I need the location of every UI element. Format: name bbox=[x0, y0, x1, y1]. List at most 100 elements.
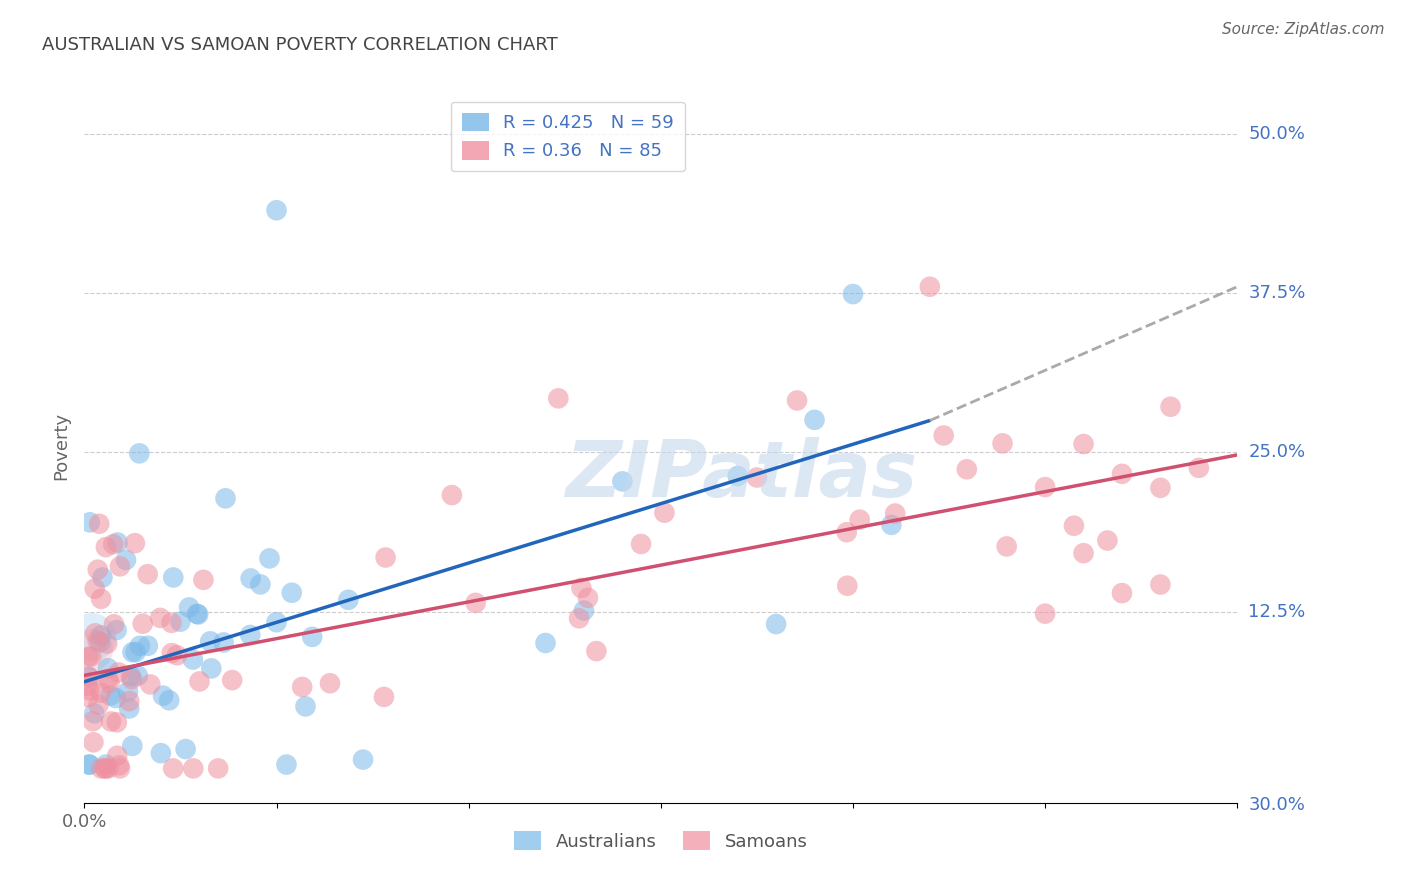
Point bbox=[848, 513, 870, 527]
Point bbox=[1149, 577, 1171, 591]
Point bbox=[765, 617, 787, 632]
Point bbox=[90, 628, 112, 642]
Point bbox=[160, 646, 183, 660]
Point bbox=[97, 672, 120, 686]
Point bbox=[160, 615, 183, 630]
Point bbox=[139, 677, 162, 691]
Point bbox=[547, 392, 569, 406]
Point bbox=[294, 699, 316, 714]
Point bbox=[1033, 480, 1056, 494]
Point bbox=[281, 586, 304, 600]
Point bbox=[105, 748, 128, 763]
Point bbox=[1097, 533, 1119, 548]
Point bbox=[162, 761, 184, 775]
Text: 37.5%: 37.5% bbox=[1249, 284, 1306, 302]
Point bbox=[118, 701, 141, 715]
Point bbox=[373, 690, 395, 704]
Point bbox=[90, 591, 112, 606]
Point bbox=[352, 753, 374, 767]
Point bbox=[181, 761, 204, 775]
Point bbox=[94, 757, 117, 772]
Point bbox=[1160, 400, 1182, 414]
Point bbox=[86, 633, 108, 648]
Text: 30.0%: 30.0% bbox=[1249, 796, 1305, 814]
Point bbox=[918, 279, 941, 293]
Point bbox=[90, 761, 112, 775]
Point bbox=[301, 630, 323, 644]
Point bbox=[128, 639, 150, 653]
Point bbox=[181, 652, 204, 666]
Point bbox=[1188, 461, 1211, 475]
Point bbox=[90, 686, 112, 700]
Point bbox=[991, 436, 1014, 450]
Point bbox=[89, 635, 111, 649]
Point bbox=[1073, 546, 1095, 560]
Legend: Australians, Samoans: Australians, Samoans bbox=[506, 824, 815, 858]
Point bbox=[97, 761, 120, 775]
Point bbox=[1033, 607, 1056, 621]
Point bbox=[169, 615, 191, 629]
Text: ZIPatlas: ZIPatlas bbox=[565, 436, 918, 513]
Point bbox=[1111, 586, 1133, 600]
Point bbox=[124, 645, 146, 659]
Point bbox=[105, 623, 128, 637]
Point bbox=[77, 690, 100, 705]
Point bbox=[842, 287, 865, 301]
Point bbox=[200, 661, 222, 675]
Point bbox=[654, 506, 676, 520]
Point bbox=[745, 470, 768, 484]
Point bbox=[83, 582, 105, 596]
Point bbox=[117, 684, 139, 698]
Point bbox=[120, 669, 142, 683]
Point bbox=[121, 672, 143, 686]
Point bbox=[121, 739, 143, 753]
Y-axis label: Poverty: Poverty bbox=[52, 412, 70, 480]
Point bbox=[79, 670, 101, 684]
Point bbox=[103, 537, 125, 551]
Point bbox=[131, 616, 153, 631]
Point bbox=[174, 742, 197, 756]
Point bbox=[83, 706, 105, 721]
Point bbox=[1073, 437, 1095, 451]
Point bbox=[79, 516, 101, 530]
Point bbox=[166, 648, 188, 663]
Point bbox=[108, 761, 131, 775]
Point bbox=[94, 761, 117, 775]
Point bbox=[100, 689, 122, 703]
Text: 25.0%: 25.0% bbox=[1249, 443, 1306, 461]
Point bbox=[212, 635, 235, 649]
Point bbox=[612, 475, 634, 489]
Point bbox=[84, 626, 107, 640]
Point bbox=[91, 570, 114, 584]
Point bbox=[149, 746, 172, 760]
Point bbox=[214, 491, 236, 506]
Point bbox=[440, 488, 463, 502]
Point bbox=[803, 413, 825, 427]
Point bbox=[128, 446, 150, 460]
Point bbox=[82, 735, 104, 749]
Point bbox=[571, 581, 593, 595]
Point bbox=[77, 670, 100, 684]
Point bbox=[107, 535, 129, 549]
Point bbox=[374, 550, 396, 565]
Point bbox=[118, 694, 141, 708]
Point bbox=[837, 579, 859, 593]
Point bbox=[835, 525, 858, 540]
Point bbox=[266, 615, 288, 630]
Point bbox=[188, 674, 211, 689]
Point bbox=[884, 507, 907, 521]
Point bbox=[80, 630, 103, 644]
Point bbox=[249, 577, 271, 591]
Point bbox=[77, 650, 100, 665]
Point bbox=[89, 516, 111, 531]
Point bbox=[880, 517, 903, 532]
Point bbox=[79, 757, 101, 772]
Point bbox=[291, 680, 314, 694]
Point bbox=[276, 757, 298, 772]
Point bbox=[97, 661, 120, 675]
Text: Source: ZipAtlas.com: Source: ZipAtlas.com bbox=[1222, 22, 1385, 37]
Point bbox=[259, 551, 281, 566]
Point bbox=[585, 644, 607, 658]
Text: 12.5%: 12.5% bbox=[1249, 603, 1306, 621]
Point bbox=[79, 683, 101, 698]
